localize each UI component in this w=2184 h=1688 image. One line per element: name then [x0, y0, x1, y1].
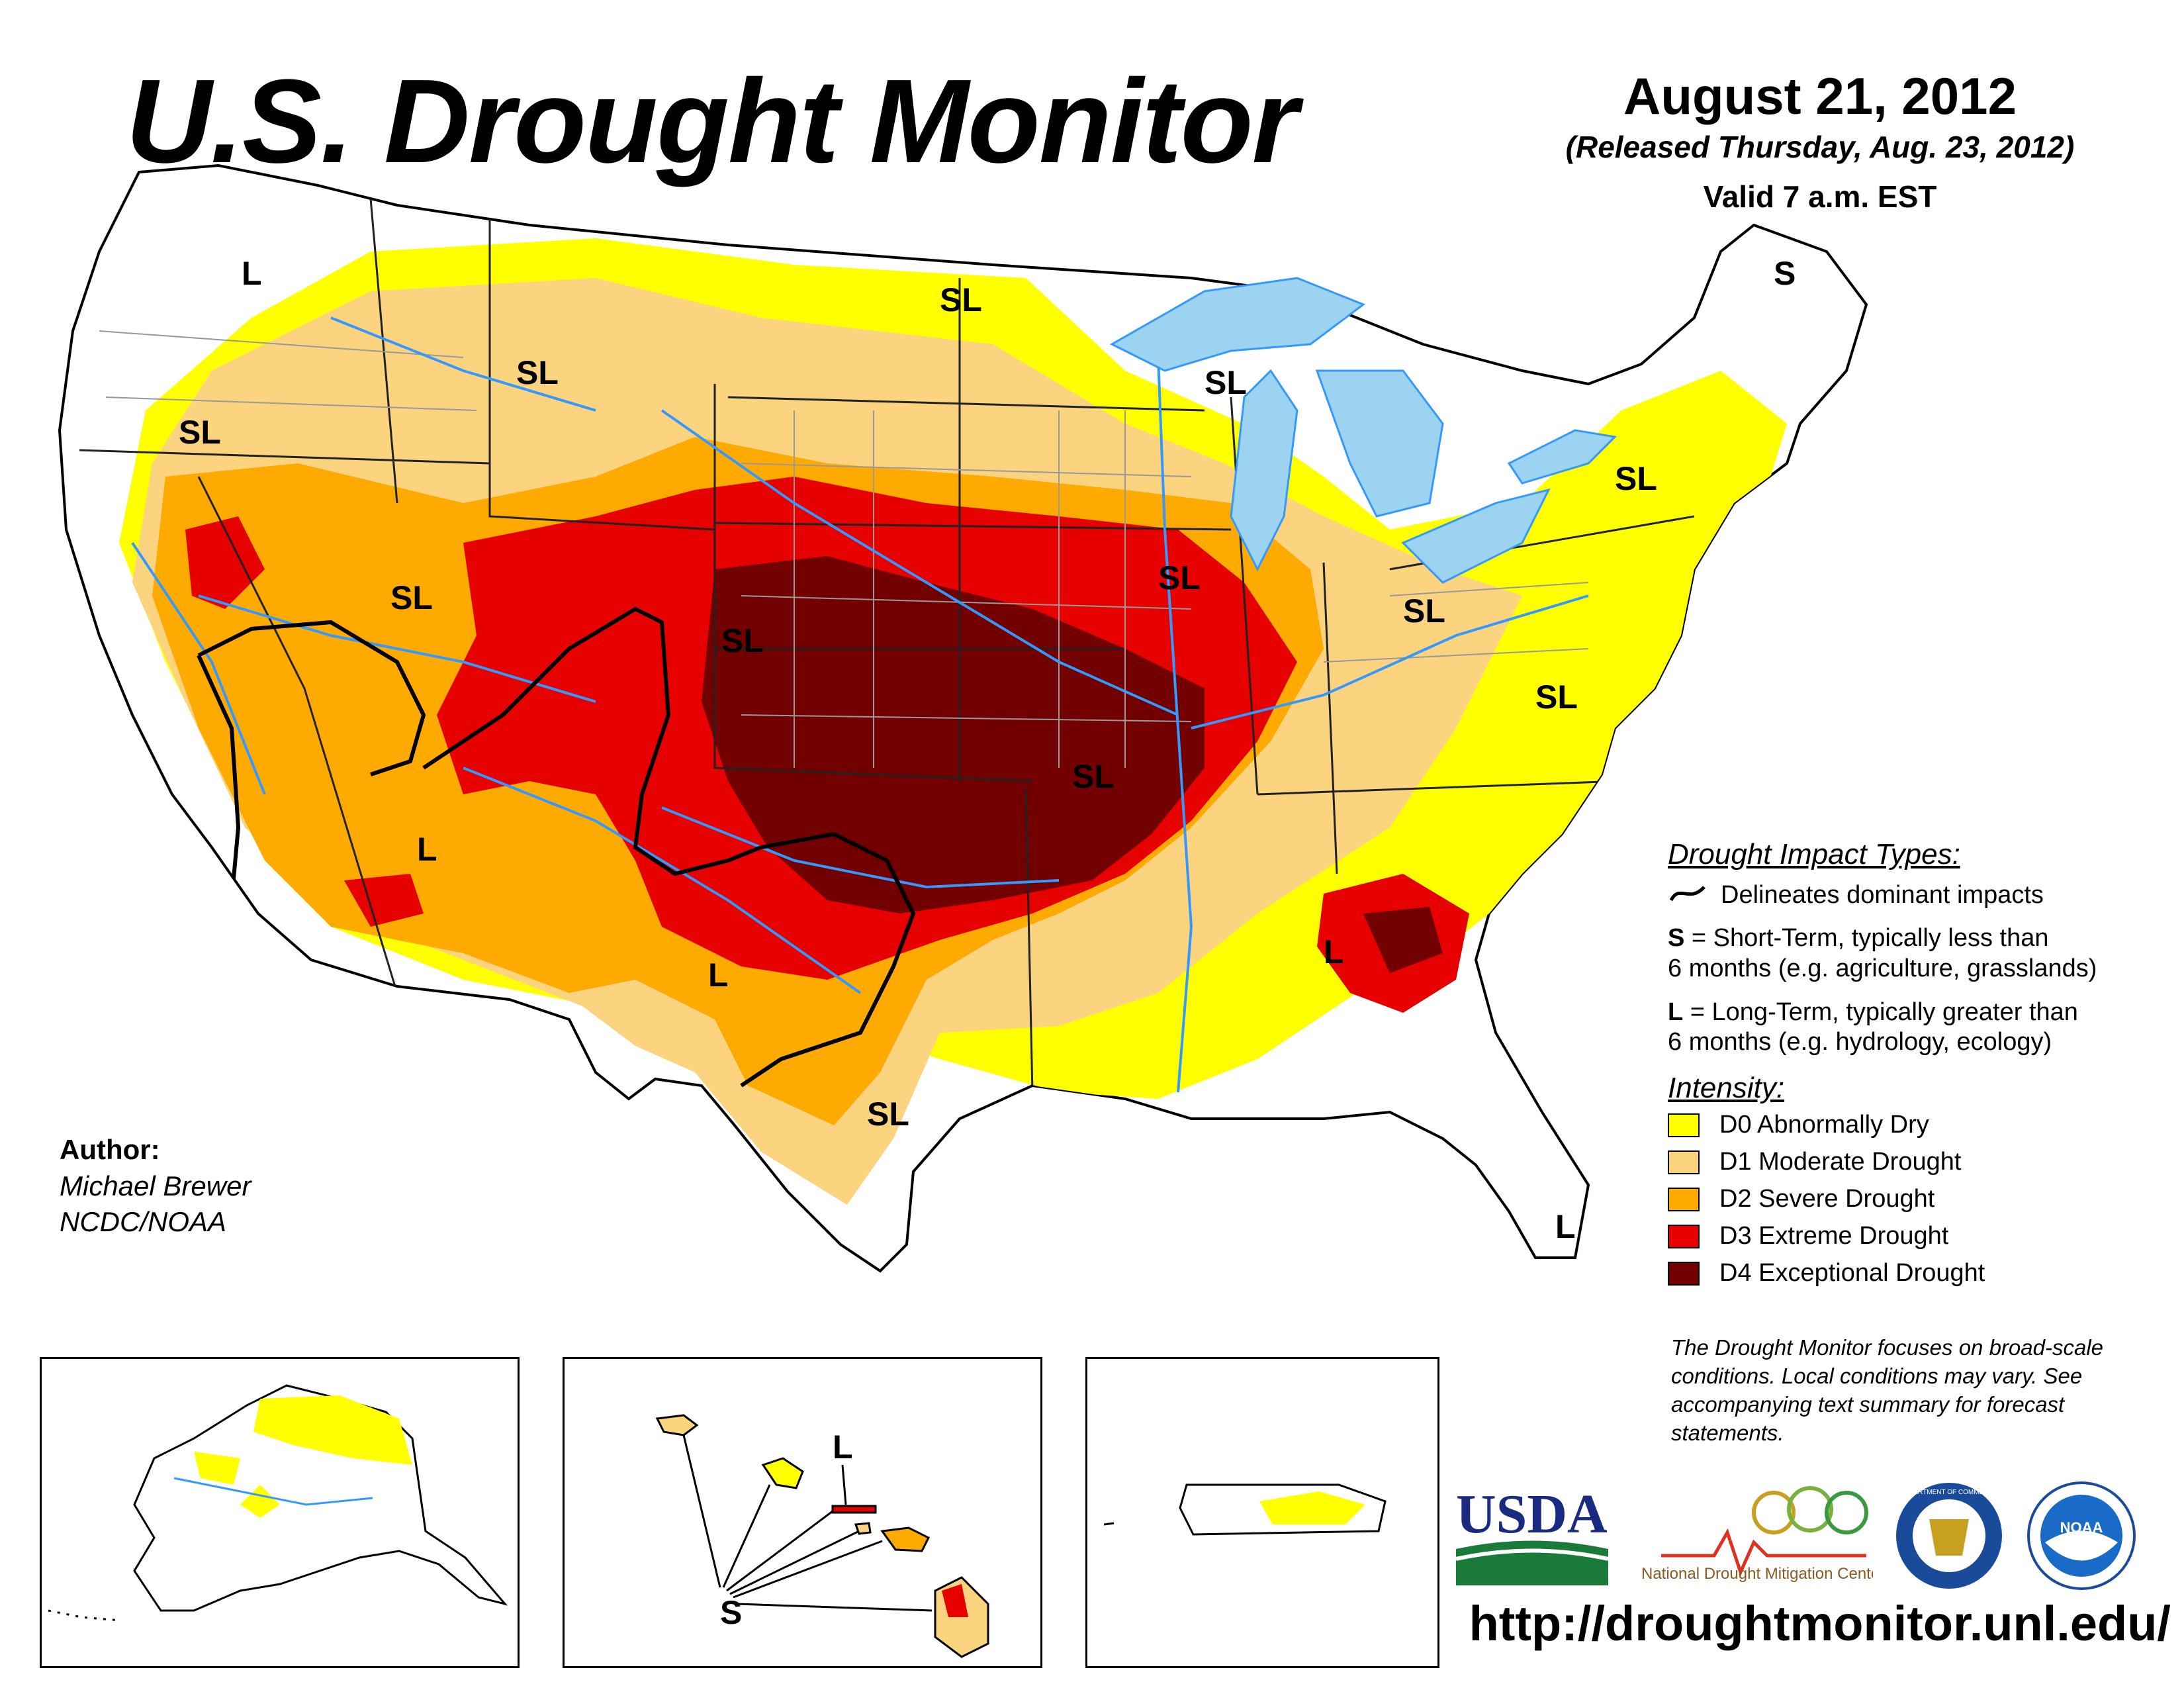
intensity-row: D0 Abnormally Dry: [1668, 1110, 2184, 1141]
puerto-rico-map: [1103, 1483, 1387, 1536]
commerce-seal-logo: DEPARTMENT OF COMMERCE: [1893, 1479, 2005, 1592]
noaa-logo: NOAA: [2025, 1479, 2138, 1592]
legend-long-term: L = Long-Term, typically greater than 6 …: [1668, 998, 2184, 1058]
alaska-map: [48, 1384, 508, 1622]
county-lines: [99, 330, 1589, 768]
legend-delineates: Delineates dominant impacts: [1668, 880, 2184, 911]
author-label: Author:: [60, 1134, 160, 1165]
intensity-swatches: D0 Abnormally Dry D1 Moderate Drought D2 S…: [1668, 1110, 2184, 1289]
intensity-label: D1 Moderate Drought: [1719, 1147, 1962, 1176]
intensity-row: D1 Moderate Drought: [1668, 1147, 2184, 1178]
map-date: August 21, 2012: [1623, 67, 2017, 125]
disclaimer-note: The Drought Monitor focuses on broad-sca…: [1671, 1335, 2104, 1445]
svg-text:NOAA: NOAA: [2060, 1519, 2103, 1536]
intensity-label: D0 Abnormally Dry: [1719, 1110, 1929, 1139]
impact-labels: L SL SL SL SL SL SL SL SL SL SL SL S L L…: [179, 255, 1796, 1245]
legend-short-term: S = Short-Term, typically less than 6 mo…: [1668, 923, 2184, 984]
short-term-text: = Short-Term, typically less than: [1691, 924, 2049, 953]
intensity-row: D2 Severe Drought: [1668, 1184, 2184, 1215]
short-term-example: 6 months (e.g. agriculture, grasslands): [1668, 954, 2097, 982]
long-term-key: L: [1668, 998, 1684, 1026]
state-borders: [79, 192, 1695, 1093]
impact-delineation-lines: [197, 606, 916, 1088]
author-org: NCDC/NOAA: [60, 1206, 227, 1238]
impact-label: SL: [1535, 679, 1578, 716]
website-url[interactable]: http://droughtmonitor.unl.edu/: [1469, 1596, 2171, 1651]
delineates-text: Delineates dominant impacts: [1721, 880, 2044, 909]
impact-label: SL: [1072, 758, 1115, 795]
impact-label: SL: [1615, 460, 1657, 497]
delineation-line-icon: [1669, 886, 1706, 902]
impact-types-title: Drought Impact Types:: [1668, 838, 1960, 870]
release-date: (Released Thursday, Aug. 23, 2012): [1565, 130, 2075, 164]
alaska-inset: [40, 1357, 520, 1668]
intensity-swatch: [1668, 1150, 1700, 1174]
intensity-label: D4 Exceptional Drought: [1719, 1258, 1985, 1287]
hawaii-short-label: S: [720, 1594, 742, 1631]
svg-text:National Drought Mitigation Ce: National Drought Mitigation Center: [1641, 1565, 1873, 1583]
impact-label: SL: [390, 579, 433, 616]
intensity-title: Intensity:: [1668, 1071, 1785, 1104]
hawaii-long-label: L: [833, 1429, 853, 1466]
short-term-key: S: [1668, 924, 1685, 953]
great-lakes: [1109, 277, 1617, 584]
impact-label: SL: [1205, 364, 1247, 401]
impact-label: S: [1774, 255, 1796, 292]
d4-area-southeast: [1363, 907, 1443, 973]
author-name: Michael Brewer: [60, 1170, 251, 1201]
impact-label: L: [417, 831, 437, 868]
rivers: [131, 316, 1589, 1093]
ndmc-logo: National Drought Mitigation Center: [1635, 1479, 1885, 1592]
conus-drought-map: L SL SL SL SL SL SL SL SL SL SL SL S L L…: [58, 164, 1868, 1273]
impact-label: SL: [1403, 592, 1445, 630]
impact-label: L: [1555, 1208, 1576, 1245]
intensity-swatch: [1668, 1224, 1700, 1248]
legend: Drought Impact Types: Delineates dominan…: [1668, 837, 2184, 1295]
long-term-example: 6 months (e.g. hydrology, ecology): [1668, 1028, 2052, 1056]
impact-label: L: [708, 957, 729, 994]
intensity-row: D3 Extreme Drought: [1668, 1221, 2184, 1252]
map-title: U.S. Drought Monitor: [126, 55, 1298, 188]
hawaii-inset: L S: [563, 1357, 1042, 1668]
author-block: Author: Michael Brewer NCDC/NOAA: [60, 1132, 251, 1241]
d3-area-west: [185, 516, 265, 609]
d4-area: [702, 556, 1205, 914]
intensity-label: D2 Severe Drought: [1719, 1184, 1935, 1213]
intensity-row: D4 Exceptional Drought: [1668, 1258, 2184, 1289]
intensity-swatch: [1668, 1187, 1700, 1211]
impact-label: SL: [940, 281, 982, 318]
intensity-swatch: [1668, 1261, 1700, 1286]
intensity-swatch: [1668, 1113, 1700, 1137]
impact-label: SL: [1158, 559, 1201, 596]
impact-label: SL: [516, 354, 559, 391]
puerto-rico-inset: [1085, 1357, 1439, 1668]
impact-label: SL: [179, 414, 221, 451]
svg-text:USDA: USDA: [1456, 1486, 1608, 1545]
long-term-text: = Long-Term, typically greater than: [1690, 998, 2078, 1026]
usda-logo: USDA: [1455, 1483, 1609, 1592]
impact-label: L: [1324, 933, 1344, 970]
impact-label: SL: [721, 622, 764, 659]
hawaii-map: L S: [655, 1414, 989, 1658]
impact-label: L: [242, 255, 262, 292]
valid-time: Valid 7 a.m. EST: [1703, 179, 1937, 214]
intensity-label: D3 Extreme Drought: [1719, 1221, 1949, 1250]
impact-label: SL: [867, 1096, 909, 1133]
svg-text:DEPARTMENT OF COMMERCE: DEPARTMENT OF COMMERCE: [1901, 1489, 1998, 1496]
